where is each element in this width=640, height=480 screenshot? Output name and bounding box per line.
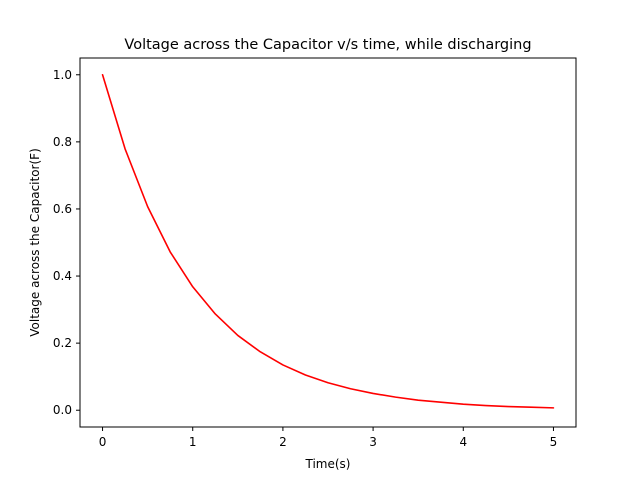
x-tick-label-1: 1 [189,435,197,449]
y-tick-label-4: 0.8 [53,135,72,149]
y-tick-label-1: 0.2 [53,336,72,350]
series-line-0 [101,73,555,409]
plot-frame [79,57,577,428]
x-tick-label-3: 3 [369,435,377,449]
y-tick-label-5: 1.0 [53,68,72,82]
y-tick-label-0: 0.0 [53,403,72,417]
y-tick-label-2: 0.4 [53,269,72,283]
y-tick-label-3: 0.6 [53,202,72,216]
x-tick-label-5: 5 [550,435,558,449]
x-axis-label: Time(s) [305,457,351,471]
x-tick-label-4: 4 [459,435,467,449]
y-axis-label: Voltage across the Capacitor(F) [28,148,42,337]
x-tick-label-2: 2 [279,435,287,449]
chart-title: Voltage across the Capacitor v/s time, w… [124,37,531,53]
x-tick-label-0: 0 [99,435,107,449]
plot-area: 0 1 2 3 4 5 0.0 0.2 0.4 0.6 0.8 1.0 [53,57,577,449]
